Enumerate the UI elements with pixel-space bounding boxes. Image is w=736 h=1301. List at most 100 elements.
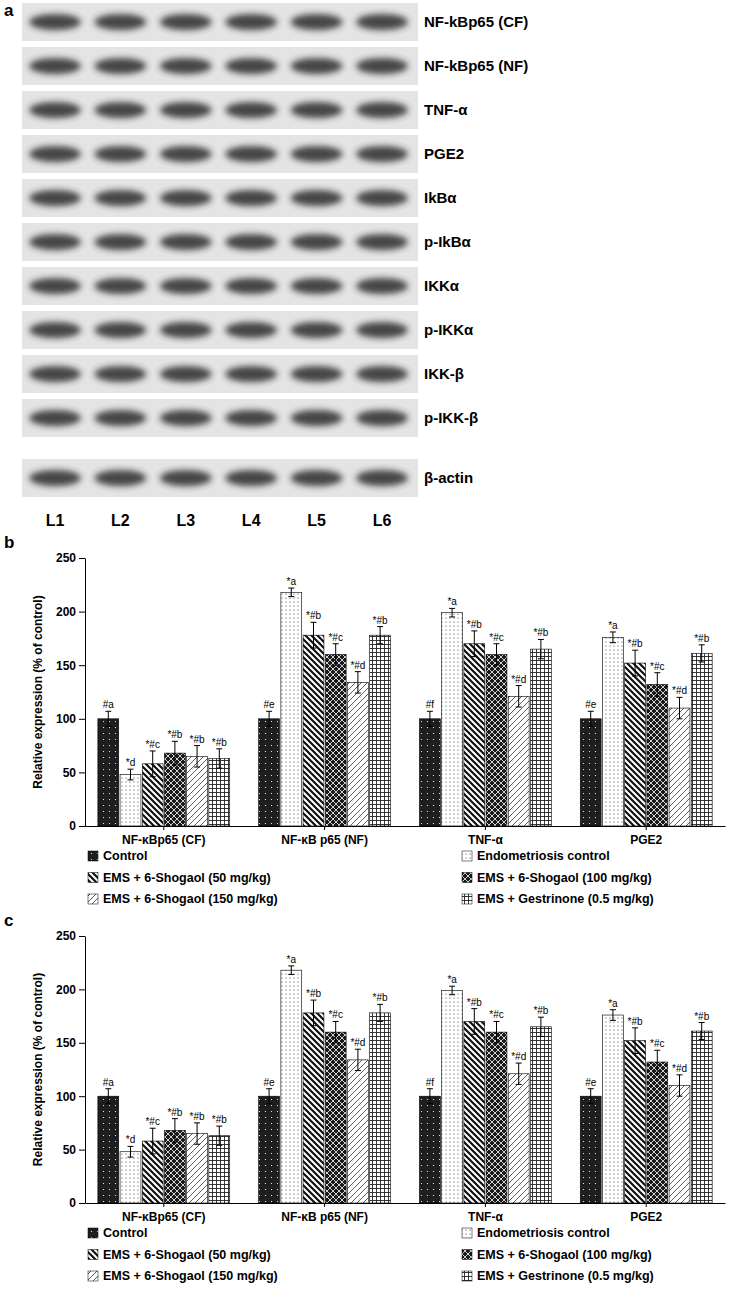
bar	[669, 1086, 690, 1203]
error-bar	[377, 627, 383, 644]
annotation: *#b	[628, 1016, 643, 1027]
legend-swatch	[462, 894, 472, 904]
bar	[347, 682, 368, 826]
legend-swatch	[462, 851, 472, 861]
annotation: *#d	[672, 1063, 687, 1074]
band	[291, 190, 343, 206]
axis-title: Relative expression (% of control)	[31, 973, 45, 1166]
bar	[347, 1060, 368, 1203]
band	[291, 14, 343, 30]
bar	[98, 1096, 119, 1203]
bar	[580, 1096, 601, 1203]
error-bar	[610, 632, 616, 643]
bar	[647, 684, 668, 826]
row-label: PGE2	[424, 145, 464, 162]
legend-item: EMS + 6-Shogaol (150 mg/kg)	[88, 892, 278, 906]
bar	[691, 653, 712, 826]
y-axis: 050100150200250	[56, 929, 86, 1210]
tick: 100	[56, 1090, 85, 1104]
lane-label: L4	[242, 512, 261, 529]
tick-label: 150	[56, 659, 76, 673]
error-bar	[538, 1017, 544, 1036]
band	[29, 234, 81, 250]
bar	[281, 970, 302, 1203]
band	[291, 102, 343, 118]
annotation: *#d	[350, 1037, 365, 1048]
bar	[625, 1041, 646, 1203]
legend-swatch	[462, 873, 472, 883]
bar	[98, 719, 119, 826]
error-bar	[427, 1089, 433, 1104]
annotation: *#c	[328, 1009, 342, 1020]
tick-label: 50	[63, 1143, 77, 1157]
legend-item: EMS + 6-Shogaol (100 mg/kg)	[462, 871, 652, 885]
error-bar	[150, 1128, 156, 1154]
blot-row	[22, 3, 418, 41]
band	[225, 470, 277, 486]
band	[94, 14, 146, 30]
annotation: *a	[287, 576, 297, 587]
tick: 250	[56, 551, 85, 565]
row-label: β-actin	[424, 469, 473, 486]
legend-label: EMS + 6-Shogaol (150 mg/kg)	[103, 892, 278, 906]
bar	[281, 592, 302, 826]
band	[225, 14, 277, 30]
row-label: IkBα	[424, 189, 457, 206]
annotation: *#c	[650, 661, 664, 672]
legend-item: Control	[88, 849, 147, 863]
legend-label: Control	[103, 1226, 147, 1240]
error-bar	[266, 711, 272, 726]
bar-chart: c#a#e#f#e*d*a*a*a*#c*#b*#b*#b*#b*#c*#c*#…	[4, 911, 726, 1283]
tick-label: 150	[56, 1036, 76, 1050]
error-bar	[494, 1021, 500, 1042]
band	[291, 470, 343, 486]
band	[356, 102, 408, 118]
band	[291, 58, 343, 74]
axis-title: Relative expression (% of control)	[31, 595, 45, 788]
annotation: *#b	[694, 1011, 709, 1022]
lane-label: L5	[307, 512, 326, 529]
tick-mark	[79, 665, 85, 666]
annotation: *#d	[350, 660, 365, 671]
tick-mark	[485, 1203, 486, 1207]
band	[356, 14, 408, 30]
error-bar	[150, 751, 156, 777]
series	[209, 627, 712, 826]
annotation: *#b	[167, 1107, 182, 1118]
band	[29, 410, 81, 426]
annotation: *#c	[145, 739, 159, 750]
blot-row	[22, 223, 418, 261]
series	[142, 622, 645, 826]
legend-label: EMS + Gestrinone (0.5 mg/kg)	[477, 892, 654, 906]
error-bar	[105, 711, 111, 726]
band	[225, 102, 277, 118]
band	[29, 470, 81, 486]
figure: aNF-kBp65 (CF)NF-kBp65 (NF)TNF-αPGE2IkBα…	[0, 0, 736, 1301]
tick: NF-κBp65 (CF)	[122, 826, 205, 847]
tick-mark	[163, 826, 164, 830]
annotation: *#c	[489, 1009, 503, 1020]
row-label: NF-kBp65 (NF)	[424, 57, 528, 74]
x-axis: NF-κBp65 (CF)NF-κB p65 (NF)TNF-αPGE2	[86, 826, 726, 847]
band	[29, 322, 81, 338]
legend-item: EMS + 6-Shogaol (50 mg/kg)	[88, 1248, 271, 1262]
series	[209, 1004, 712, 1203]
annotation: *#b	[212, 737, 227, 748]
tick: 100	[56, 712, 85, 726]
band	[29, 102, 81, 118]
legend-swatch	[88, 1228, 98, 1238]
bar	[120, 1152, 141, 1203]
legend-item: Control	[88, 1226, 147, 1240]
blot-strip	[22, 91, 418, 129]
error-bar	[333, 1021, 339, 1042]
band	[94, 58, 146, 74]
legend-item: EMS + 6-Shogaol (50 mg/kg)	[88, 871, 271, 885]
tick-label: PGE2	[630, 1210, 662, 1224]
annotation: *#b	[212, 1114, 227, 1125]
band	[356, 190, 408, 206]
error-bar	[216, 1126, 222, 1145]
tick-label: 0	[69, 819, 76, 833]
annotation: *#c	[650, 1038, 664, 1049]
error-bar	[654, 673, 660, 697]
bar-chart: b#a#e#f#e*d*a*a*a*#c*#b*#b*#b*#b*#c*#c*#…	[4, 533, 726, 906]
